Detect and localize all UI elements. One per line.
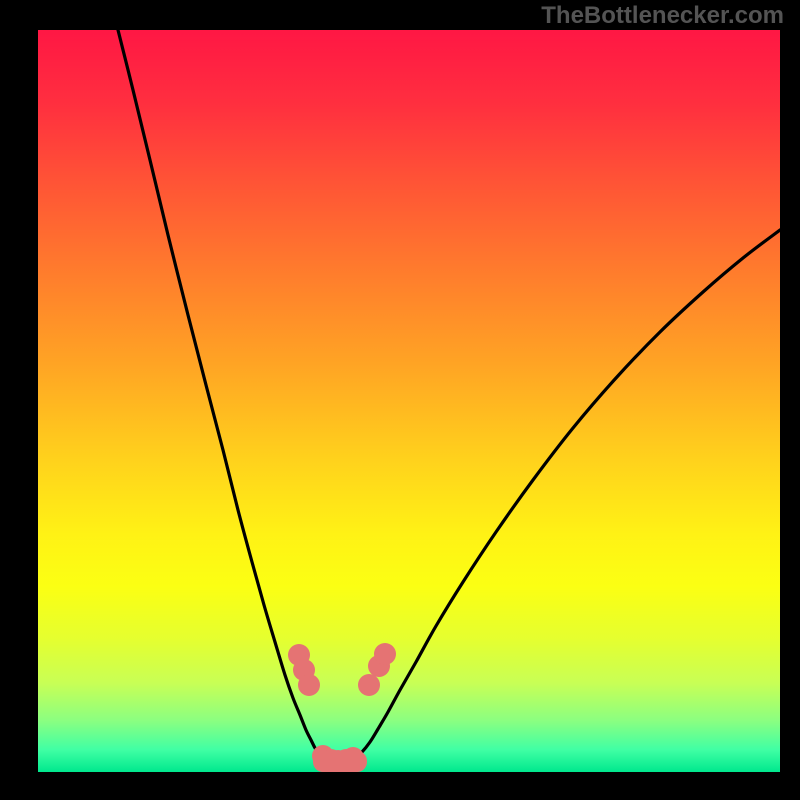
watermark-text: TheBottlenecker.com: [541, 2, 784, 30]
curve-marker: [358, 674, 380, 696]
chart-container: TheBottlenecker.com: [0, 0, 800, 800]
curve-marker: [374, 643, 396, 665]
curve-marker: [298, 674, 320, 696]
curve-marker-bar: [313, 751, 367, 772]
gradient-background: [38, 30, 780, 772]
bottleneck-curve-chart: [38, 30, 780, 772]
plot-area: [38, 30, 780, 772]
